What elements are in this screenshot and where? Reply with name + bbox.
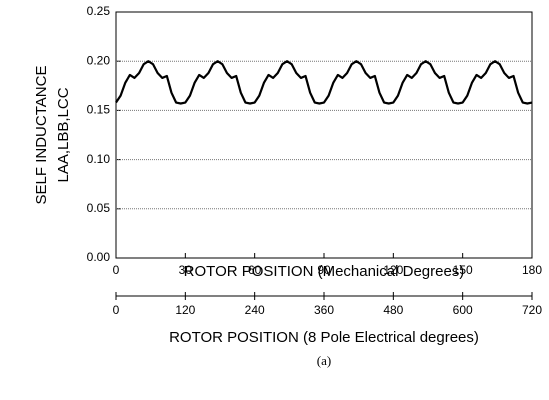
x2-tick-label: 720 xyxy=(522,303,542,317)
x-tick-label: 180 xyxy=(522,263,542,277)
x-tick-label: 150 xyxy=(453,263,473,277)
caption: (a) xyxy=(317,353,331,368)
y-tick-label: 0.25 xyxy=(87,4,111,18)
x-tick-label: 120 xyxy=(383,263,403,277)
x2-tick-label: 120 xyxy=(175,303,195,317)
x2-tick-label: 600 xyxy=(453,303,473,317)
y-tick-label: 0.00 xyxy=(87,250,111,264)
x2-tick-label: 0 xyxy=(113,303,120,317)
x2-tick-label: 480 xyxy=(383,303,403,317)
x-tick-label: 60 xyxy=(248,263,262,277)
y-tick-label: 0.15 xyxy=(87,103,111,117)
x-axis-label: ROTOR POSITION (Mechanical Degrees) xyxy=(184,263,465,280)
y-axis-label: SELF INDUCTANCE xyxy=(33,66,50,205)
x-tick-label: 90 xyxy=(317,263,331,277)
y-tick-label: 0.05 xyxy=(87,201,111,215)
plot-frame xyxy=(115,11,533,259)
x-tick-label: 0 xyxy=(113,263,120,277)
x-tick-label: 30 xyxy=(179,263,193,277)
data-line xyxy=(115,60,533,105)
y-tick-label: 0.20 xyxy=(87,53,111,67)
y-tick-label: 0.10 xyxy=(87,152,111,166)
x2-tick-label: 360 xyxy=(314,303,334,317)
x2-axis-label: ROTOR POSITION (8 Pole Electrical degree… xyxy=(169,329,479,346)
y-axis-label: LAA,LBB,LCC xyxy=(55,87,72,182)
x2-tick-label: 240 xyxy=(245,303,265,317)
